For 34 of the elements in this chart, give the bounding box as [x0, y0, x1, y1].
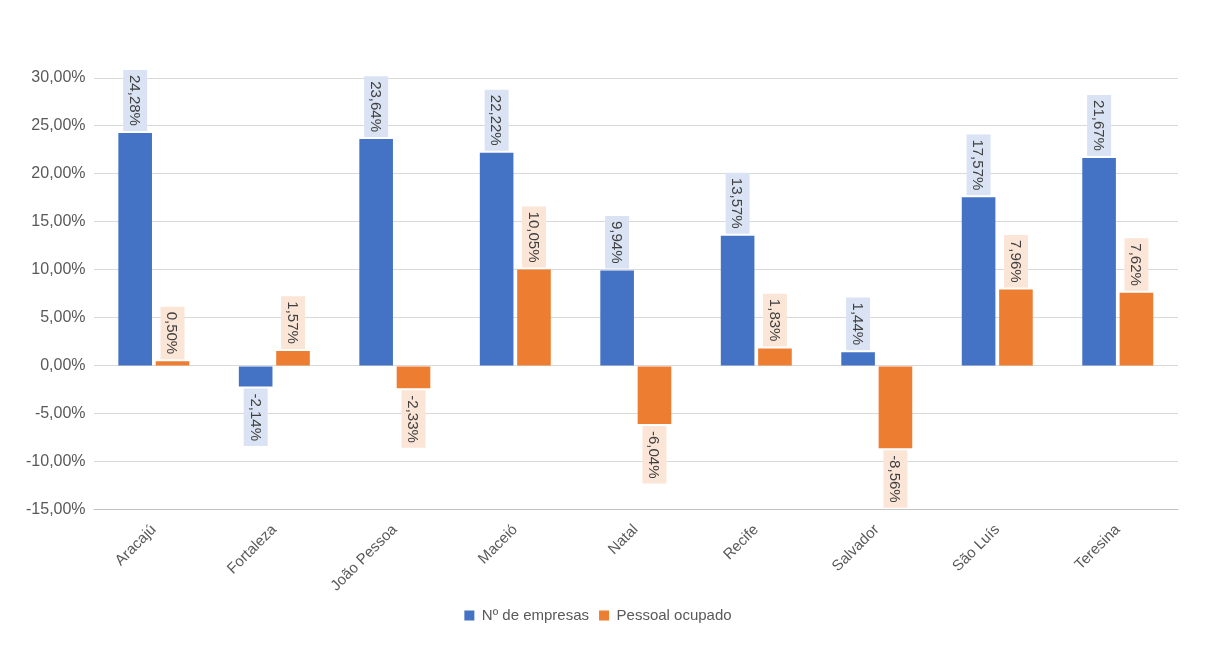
- data-label: 1,83%: [766, 298, 784, 342]
- y-tick-label: 30,00%: [31, 68, 86, 86]
- y-tick-label: 20,00%: [31, 164, 86, 182]
- legend-label: Nº de empresas: [481, 605, 590, 623]
- y-tick-label: -5,00%: [34, 404, 86, 422]
- bar: [155, 361, 190, 366]
- data-label: -6,04%: [646, 430, 664, 479]
- data-label: 1,44%: [849, 302, 867, 346]
- bar: [276, 350, 310, 366]
- data-label: -2,33%: [405, 395, 423, 443]
- data-label: 22,22%: [488, 94, 506, 146]
- data-label: 17,57%: [970, 139, 988, 191]
- y-tick-label: -10,00%: [26, 452, 86, 470]
- x-tick-label: São Luís: [948, 520, 1003, 575]
- data-label: 0,50%: [164, 311, 182, 355]
- bar: [841, 352, 875, 366]
- data-label: 1,57%: [284, 301, 302, 344]
- y-tick-label: 0,00%: [40, 356, 86, 374]
- y-tick-label: -15,00%: [26, 500, 86, 518]
- data-label: 7,62%: [1128, 243, 1146, 286]
- data-label: 24,28%: [127, 75, 145, 126]
- data-label: 23,64%: [368, 81, 385, 133]
- data-label: 9,94%: [608, 221, 626, 264]
- data-label: -2,14%: [247, 393, 265, 442]
- data-label: 10,05%: [525, 211, 543, 263]
- y-tick-label: 5,00%: [40, 308, 86, 326]
- data-label: -8,56%: [887, 455, 905, 503]
- data-label: 7,96%: [1007, 240, 1025, 283]
- y-tick-label: 15,00%: [31, 212, 86, 230]
- y-tick-label: 10,00%: [31, 260, 86, 278]
- legend-label: Pessoal ocupado: [616, 605, 732, 623]
- y-tick-label: 25,00%: [31, 116, 86, 134]
- data-label: 21,67%: [1090, 100, 1108, 151]
- data-label: 13,57%: [729, 177, 747, 229]
